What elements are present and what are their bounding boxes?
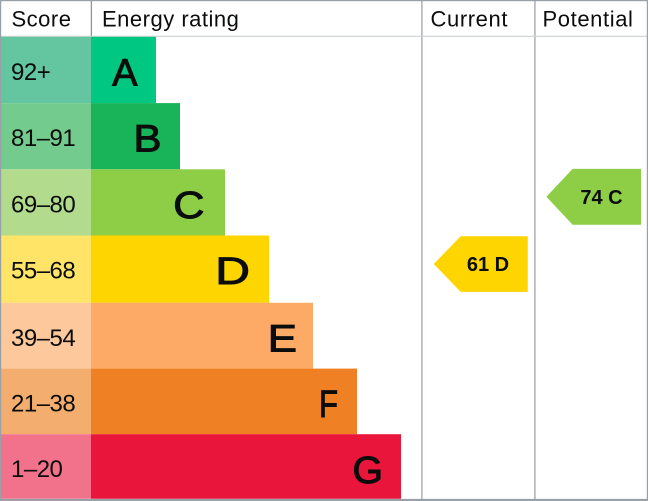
svg-text:1–20: 1–20 <box>11 456 63 483</box>
svg-text:61 D: 61 D <box>467 254 509 276</box>
svg-text:21–38: 21–38 <box>11 391 75 418</box>
svg-text:Energy rating: Energy rating <box>102 7 239 32</box>
svg-text:A: A <box>112 52 138 94</box>
svg-text:F: F <box>319 384 338 426</box>
svg-text:39–54: 39–54 <box>11 325 75 352</box>
svg-text:69–80: 69–80 <box>11 191 75 218</box>
svg-text:B: B <box>134 119 162 161</box>
svg-text:81–91: 81–91 <box>11 125 75 152</box>
svg-text:Potential: Potential <box>543 7 634 32</box>
svg-text:E: E <box>268 318 297 360</box>
svg-text:74 C: 74 C <box>580 187 622 209</box>
svg-text:Score: Score <box>12 7 72 32</box>
svg-text:92+: 92+ <box>11 59 50 86</box>
svg-text:55–68: 55–68 <box>11 258 75 285</box>
svg-text:Current: Current <box>431 7 509 32</box>
svg-text:C: C <box>173 185 204 227</box>
svg-text:G: G <box>353 450 384 492</box>
svg-text:D: D <box>215 251 250 293</box>
